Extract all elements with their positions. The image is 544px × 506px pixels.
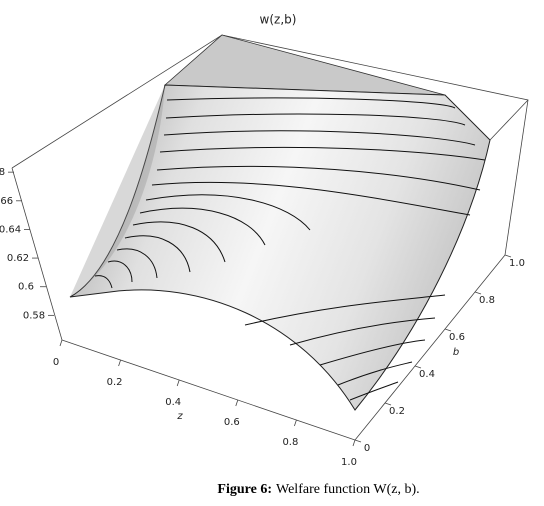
z-tick-label: 0.66 — [0, 196, 13, 207]
surface — [69, 34, 491, 411]
box-edge — [11, 34, 529, 256]
y-tick-label: 0.6 — [449, 332, 465, 343]
box-edge — [61, 339, 356, 441]
contour — [337, 361, 413, 386]
z-tick-label: 0.58 — [23, 310, 45, 321]
contour — [159, 146, 486, 161]
tick-mark — [118, 359, 121, 367]
plot-box — [11, 34, 529, 441]
tick-mark — [59, 339, 63, 347]
contour — [145, 194, 311, 231]
tick-mark — [176, 379, 180, 387]
contour — [165, 113, 466, 126]
caption-text: Welfare function W(z, b). — [276, 482, 420, 497]
z-tick-label: 0.64 — [0, 224, 21, 235]
y-tick-label: 0.4 — [419, 369, 435, 380]
tick-mark — [354, 439, 362, 443]
y-tick-label: 0.8 — [479, 295, 495, 306]
contours — [94, 97, 486, 401]
contour — [132, 221, 226, 263]
y-tick-label: 0 — [364, 443, 370, 454]
contour — [163, 130, 476, 146]
contour — [156, 165, 481, 191]
tick-mark — [444, 328, 452, 332]
surface-face — [69, 84, 491, 411]
box-edge — [11, 167, 63, 341]
tick-mark — [294, 419, 297, 427]
box-edge — [489, 99, 529, 141]
x-tick-label: 0.4 — [165, 397, 181, 408]
contour — [319, 339, 426, 366]
z-tick-label: 0.6 — [18, 282, 34, 293]
x-axis-label: z — [176, 411, 183, 422]
y-tick-label: 1.0 — [509, 258, 525, 269]
tick-mark — [504, 254, 512, 258]
x-tick-label: 1.0 — [341, 457, 357, 468]
surface-shade — [70, 85, 165, 297]
contour — [107, 260, 133, 283]
contour — [289, 317, 436, 346]
tick-mark — [352, 439, 356, 447]
z-tick-label: 0.62 — [7, 253, 29, 264]
tick-mark — [414, 365, 422, 369]
y-axis-label: b — [453, 347, 459, 358]
x-tick-label: 0.8 — [282, 437, 298, 448]
x-tick-label: 0.2 — [107, 377, 123, 388]
contour — [116, 248, 158, 279]
contour — [124, 235, 191, 273]
contour — [244, 294, 446, 326]
contour — [94, 275, 113, 289]
tick-mark — [384, 402, 392, 406]
x-tick-label: 0 — [53, 357, 59, 368]
z-tick-label: 0.68 — [0, 167, 5, 178]
caption-label: Figure 6: — [217, 482, 272, 497]
x-tick-label: 0.6 — [224, 417, 240, 428]
contour — [139, 207, 266, 246]
tick-mark — [474, 291, 482, 295]
contour — [151, 181, 471, 216]
y-tick-label: 0.2 — [389, 406, 405, 417]
chart-title: w(z,b) — [260, 13, 297, 27]
contour — [166, 97, 456, 109]
box-edge — [354, 254, 506, 441]
tick-mark — [235, 399, 239, 407]
contour — [349, 381, 399, 401]
